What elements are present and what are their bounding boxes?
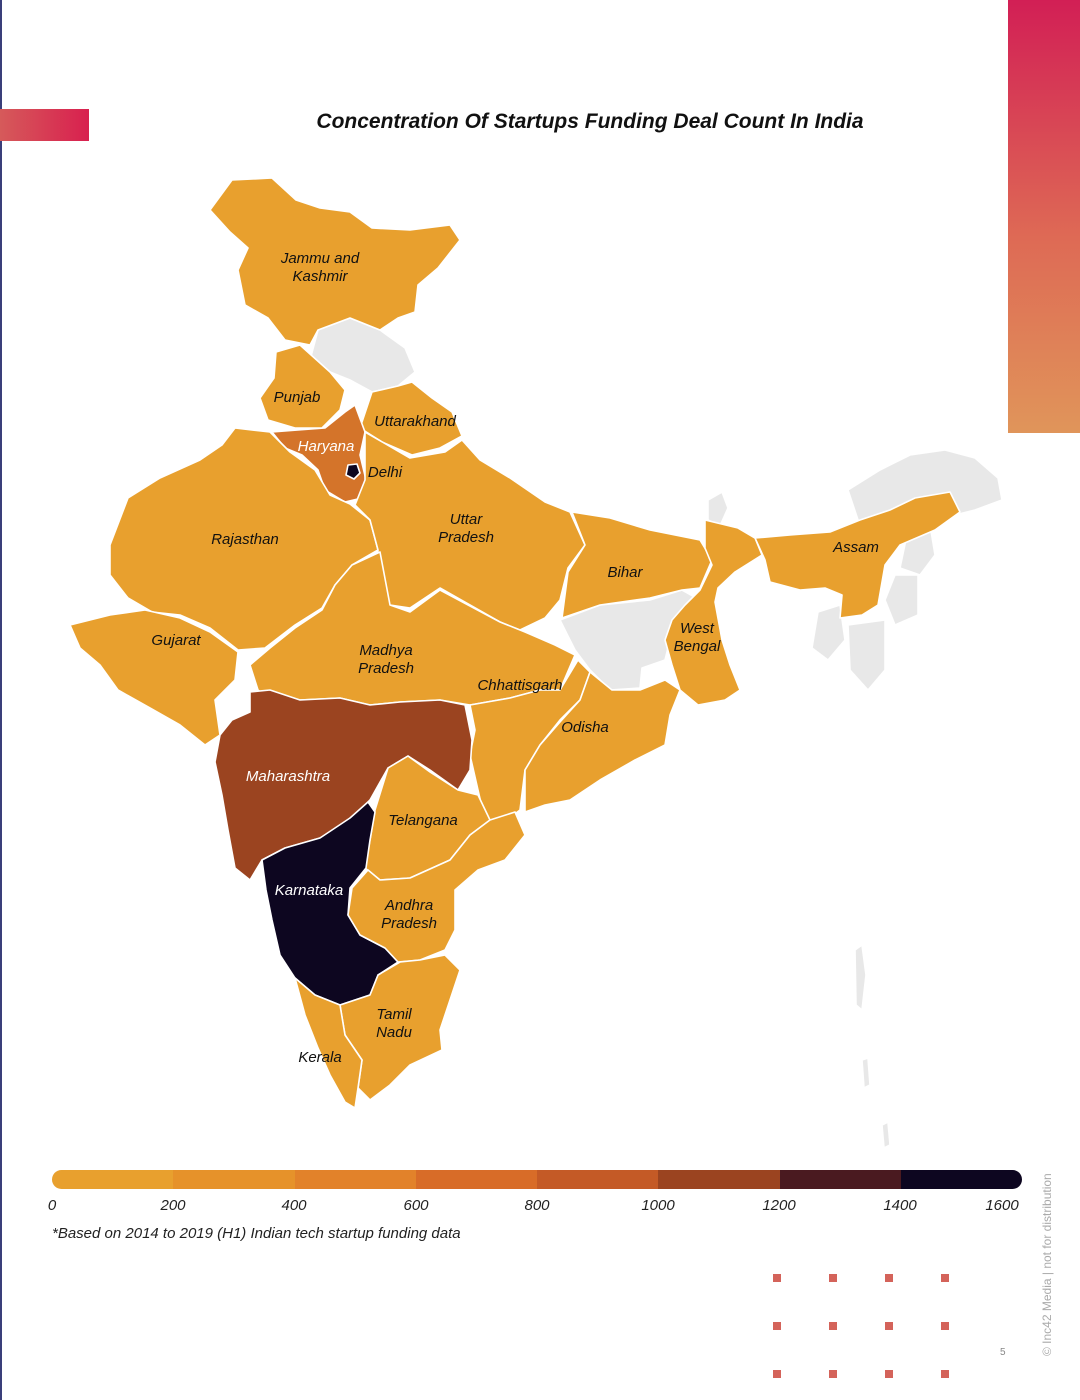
no-data-manipur — [884, 574, 919, 626]
legend-tick-0: 0 — [47, 1197, 57, 1214]
legend-tick-1200: 1200 — [762, 1197, 796, 1214]
dot — [829, 1370, 837, 1378]
dot — [829, 1274, 837, 1282]
left-rule — [0, 0, 2, 1400]
legend-tick-200: 200 — [160, 1197, 186, 1214]
label-karnataka: Karnataka — [274, 882, 344, 899]
legend-tick-1400: 1400 — [883, 1197, 917, 1214]
label-uttar-pradesh: Uttar Pradesh — [438, 511, 494, 546]
state-rajasthan[interactable] — [109, 427, 379, 651]
legend-tick-1000: 1000 — [641, 1197, 675, 1214]
title-accent-tab — [0, 109, 89, 141]
state-delhi[interactable] — [345, 463, 361, 480]
state-assam[interactable] — [754, 491, 961, 619]
legend-tick-400: 400 — [281, 1197, 307, 1214]
dot — [941, 1322, 949, 1330]
dot — [941, 1274, 949, 1282]
label-kerala: Kerala — [298, 1049, 342, 1066]
state-kerala[interactable] — [294, 977, 363, 1109]
dot — [773, 1322, 781, 1330]
page-number: 5 — [1000, 1347, 1006, 1358]
label-bihar: Bihar — [607, 564, 643, 581]
footnote: *Based on 2014 to 2019 (H1) Indian tech … — [52, 1225, 461, 1242]
state-uttar-pradesh[interactable] — [354, 431, 586, 631]
label-assam: Assam — [833, 539, 879, 556]
legend-segment-0-200 — [52, 1170, 174, 1189]
state-gujarat[interactable] — [69, 609, 239, 746]
label-rajasthan: Rajasthan — [211, 531, 279, 548]
label-andhra-pradesh: Andhra Pradesh — [381, 897, 437, 932]
legend-segment-200-400 — [173, 1170, 295, 1189]
legend-tick-1600: 1600 — [985, 1197, 1019, 1214]
dot — [941, 1370, 949, 1378]
state-west-bengal[interactable] — [664, 519, 763, 706]
label-tamil-nadu: Tamil Nadu — [376, 1006, 412, 1041]
no-data-mizoram — [847, 619, 886, 691]
legend-tick-600: 600 — [403, 1197, 429, 1214]
no-data-andaman-islands — [854, 944, 891, 1149]
state-andhra-pradesh[interactable] — [347, 811, 526, 963]
legend-tick-800: 800 — [524, 1197, 550, 1214]
dot — [885, 1370, 893, 1378]
legend-segment-1000-1200 — [658, 1170, 780, 1189]
legend-color-scale — [52, 1170, 1022, 1189]
legend-segment-1200-1400 — [779, 1170, 901, 1189]
label-madhya-pradesh: Madhya Pradesh — [358, 642, 414, 677]
corner-accent-bar — [1008, 0, 1080, 433]
label-gujarat: Gujarat — [151, 632, 201, 649]
no-data-tripura — [811, 604, 846, 661]
label-punjab: Punjab — [273, 389, 321, 406]
legend-segment-400-600 — [294, 1170, 416, 1189]
label-delhi: Delhi — [367, 464, 403, 481]
label-uttarakhand: Uttarakhand — [374, 413, 456, 430]
map-title: Concentration Of Startups Funding Deal C… — [316, 110, 864, 133]
state-odisha[interactable] — [524, 671, 681, 813]
dot — [885, 1274, 893, 1282]
dot — [773, 1370, 781, 1378]
dot — [773, 1274, 781, 1282]
label-west-bengal: West Bengal — [673, 620, 721, 655]
dot — [885, 1322, 893, 1330]
legend-segment-800-1000 — [537, 1170, 659, 1189]
label-odisha: Odisha — [561, 719, 609, 736]
state-bihar[interactable] — [561, 511, 713, 619]
label-maharashtra: Maharashtra — [245, 768, 331, 785]
label-haryana: Haryana — [297, 438, 355, 455]
state-jammu-and-kashmir[interactable] — [209, 177, 461, 346]
label-telangana: Telangana — [388, 812, 458, 829]
dot — [829, 1322, 837, 1330]
state-maharashtra[interactable] — [214, 689, 473, 881]
legend-segment-600-800 — [415, 1170, 537, 1189]
label-chhattisgarh: Chhattisgarh — [477, 677, 563, 694]
copyright-notice: © Inc42 Media | not for distribution — [1040, 1173, 1054, 1356]
label-jammu-and-kashmir: Jammu and Kashmir — [280, 250, 360, 285]
legend-segment-1400-1600 — [900, 1170, 1022, 1189]
no-data-sikkim — [707, 491, 729, 527]
